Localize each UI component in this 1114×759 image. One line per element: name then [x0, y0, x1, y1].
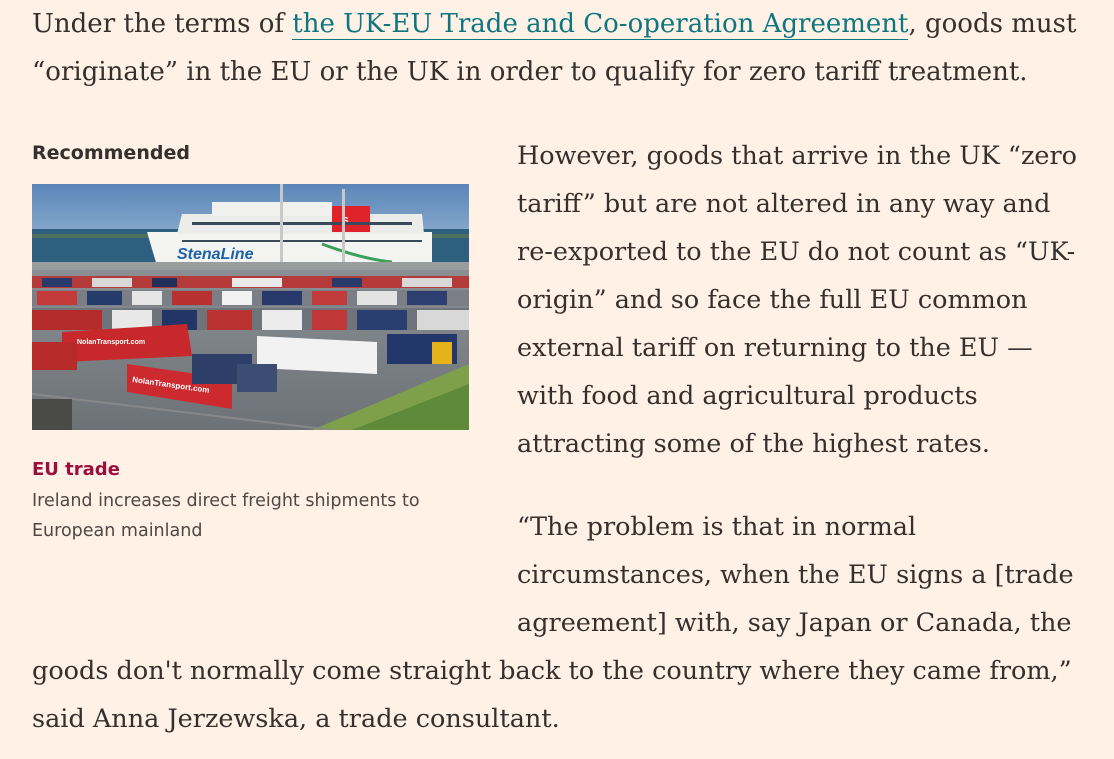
trade-agreement-link[interactable]: the UK-EU Trade and Co-operation Agreeme…	[292, 9, 909, 40]
truck-text-1: NolanTransport.com	[77, 339, 145, 346]
paragraph-3-start: “The problem is that in normal circumsta…	[517, 512, 1074, 638]
recommended-tag[interactable]: EU trade	[32, 459, 120, 480]
ferry-port-photo: S StenaLine	[32, 184, 469, 430]
recommended-image[interactable]: S StenaLine	[32, 184, 469, 430]
ship-name-text: StenaLine	[177, 246, 254, 263]
recommended-label: Recommended	[32, 142, 190, 164]
paragraph-3-end: goods don't normally come straight back …	[32, 656, 1072, 734]
intro-text-before-link: Under the terms of	[32, 9, 293, 39]
intro-paragraph: Under the terms of the UK-EU Trade and C…	[32, 0, 1094, 96]
intro-text-after-link: , goods must “originate” in the EU or th…	[32, 9, 1077, 87]
recommended-aside: Recommended	[32, 140, 472, 546]
svg-text:S: S	[342, 216, 349, 227]
recommended-headline[interactable]: Ireland increases direct freight shipmen…	[32, 491, 420, 541]
paragraph-2: However, goods that arrive in the UK “ze…	[517, 141, 1078, 459]
